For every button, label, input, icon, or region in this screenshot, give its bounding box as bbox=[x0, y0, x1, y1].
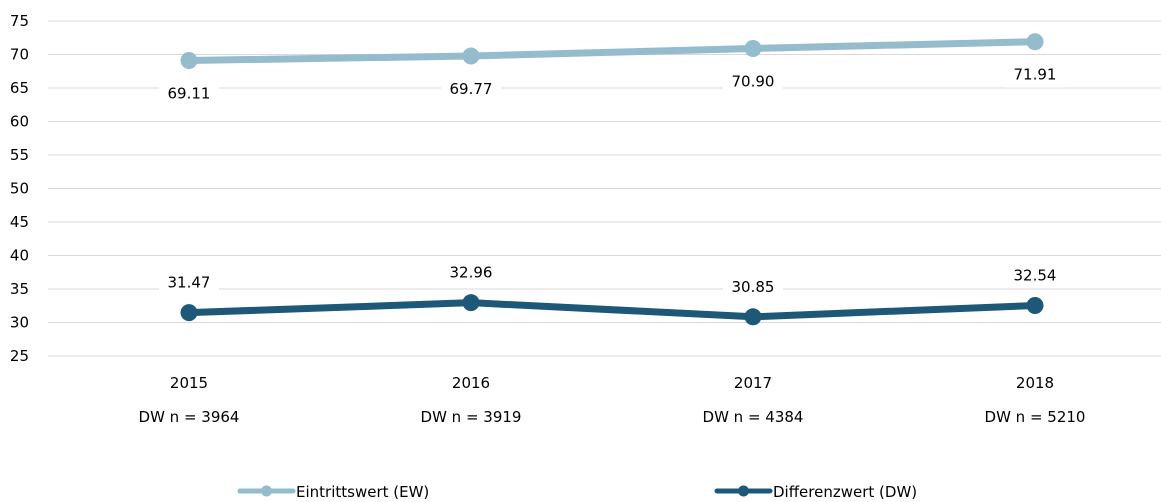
legend: Eintrittswert (EW) Differenzwert (DW) bbox=[237, 483, 917, 501]
data-label: 69.11 bbox=[168, 84, 211, 102]
y-tick-label: 25 bbox=[10, 347, 29, 365]
x-category-label: 2015 bbox=[170, 374, 208, 392]
x-category-sublabel: DW n = 3919 bbox=[421, 408, 522, 426]
y-tick-label: 65 bbox=[10, 79, 29, 97]
y-tick-label: 45 bbox=[10, 213, 29, 231]
y-tick-label: 70 bbox=[10, 46, 29, 64]
data-label-background bbox=[159, 269, 219, 296]
x-category-label: 2018 bbox=[1016, 374, 1054, 392]
data-label-background bbox=[723, 68, 783, 95]
y-tick-label: 35 bbox=[10, 280, 29, 298]
series-differenzwert bbox=[180, 294, 1044, 326]
legend-entry-differenzwert: Differenzwert (DW) bbox=[714, 483, 917, 501]
y-tick-label: 55 bbox=[10, 146, 29, 164]
data-point-marker bbox=[744, 39, 762, 57]
y-tick-label: 60 bbox=[10, 113, 29, 131]
data-point-marker bbox=[180, 51, 198, 69]
x-category-label: 2017 bbox=[734, 374, 772, 392]
x-axis: 2015 DW n = 3964 2016 DW n = 3919 2017 DW n =… bbox=[139, 374, 1086, 426]
x-category-sublabel: DW n = 4384 bbox=[703, 408, 804, 426]
legend-label: Differenzwert (DW) bbox=[773, 483, 917, 501]
data-label-background bbox=[441, 259, 501, 286]
x-category-sublabel: DW n = 5210 bbox=[985, 408, 1086, 426]
legend-entry-eintrittswert: Eintrittswert (EW) bbox=[237, 483, 429, 501]
data-point-marker bbox=[1026, 296, 1044, 314]
y-tick-label: 75 bbox=[10, 12, 29, 30]
data-label: 70.90 bbox=[732, 72, 775, 90]
y-tick-label: 40 bbox=[10, 247, 29, 265]
data-label: 32.96 bbox=[450, 264, 493, 282]
x-category-label: 2016 bbox=[452, 374, 490, 392]
data-point-marker bbox=[744, 308, 762, 326]
data-point-marker bbox=[180, 304, 198, 322]
data-label-background bbox=[723, 273, 783, 300]
legend-marker-swatch bbox=[261, 485, 272, 497]
y-tick-label: 50 bbox=[10, 180, 29, 198]
data-label: 30.85 bbox=[732, 278, 775, 296]
data-label-background bbox=[1005, 61, 1065, 88]
data-label: 69.77 bbox=[450, 80, 493, 98]
series-line bbox=[185, 38, 1039, 64]
series-line bbox=[185, 299, 1039, 321]
series-eintrittswert bbox=[180, 33, 1044, 69]
data-label: 31.47 bbox=[168, 274, 211, 292]
gridlines bbox=[48, 20, 1161, 357]
data-point-marker bbox=[462, 47, 480, 65]
data-label-background bbox=[441, 76, 501, 103]
data-label-background bbox=[159, 80, 219, 107]
data-point-marker bbox=[1026, 33, 1044, 51]
y-tick-label: 30 bbox=[10, 314, 29, 332]
data-label: 71.91 bbox=[1014, 66, 1057, 84]
y-axis-tick-labels: 25 30 35 40 45 50 55 60 65 70 75 bbox=[10, 12, 29, 365]
data-point-marker bbox=[462, 294, 480, 312]
data-labels: 69.11 69.77 70.90 71.91 31.47 32.96 30.85 32.54 bbox=[159, 61, 1065, 300]
data-label: 32.54 bbox=[1014, 266, 1057, 284]
legend-label: Eintrittswert (EW) bbox=[296, 483, 429, 501]
series-lines bbox=[180, 33, 1044, 326]
legend-marker-swatch bbox=[738, 485, 749, 497]
data-label-background bbox=[1005, 262, 1065, 289]
x-category-sublabel: DW n = 3964 bbox=[139, 408, 240, 426]
